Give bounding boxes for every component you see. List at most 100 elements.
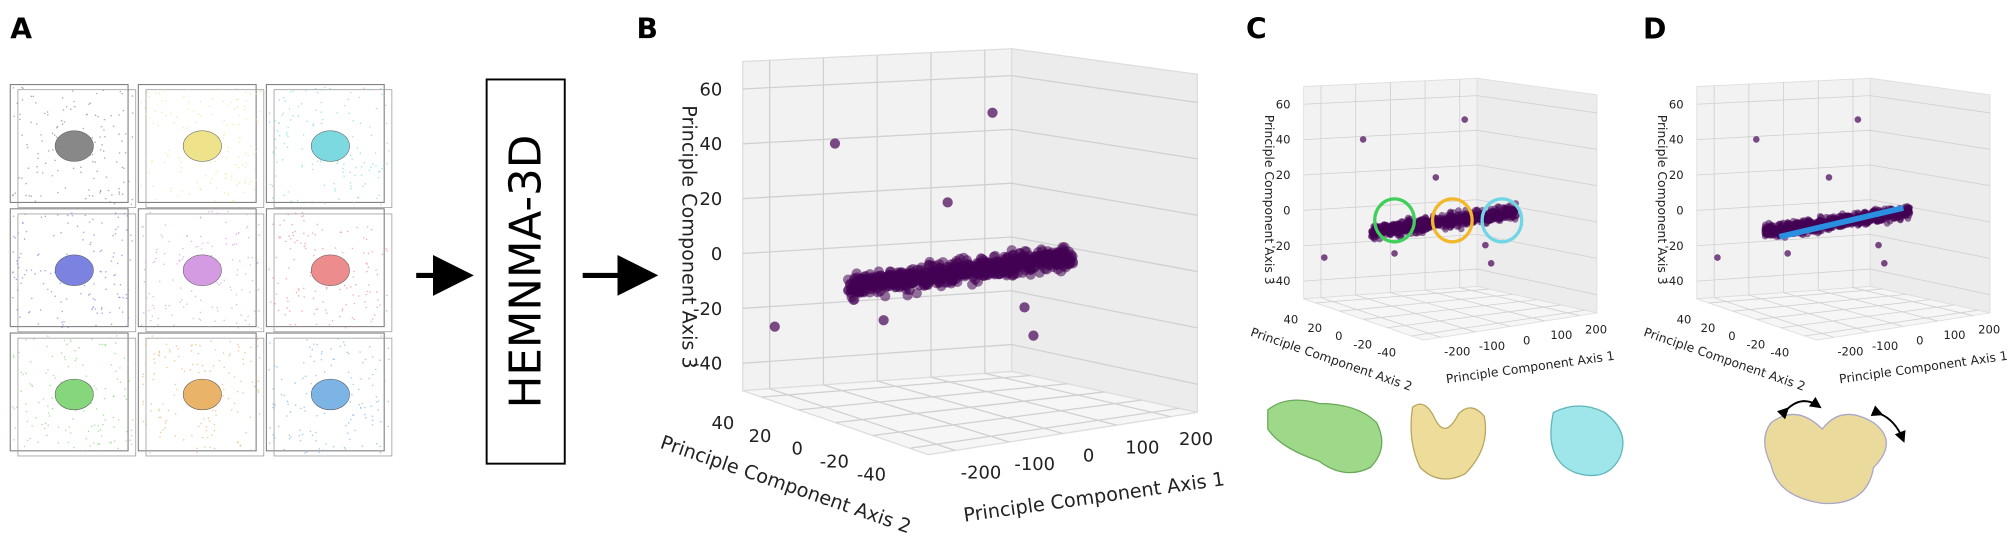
noise xyxy=(85,437,88,440)
noise xyxy=(320,101,323,104)
noise xyxy=(223,388,225,391)
noise xyxy=(296,239,298,242)
noise xyxy=(211,306,214,308)
noise xyxy=(12,193,14,196)
noise xyxy=(381,253,384,256)
noise xyxy=(103,397,106,400)
axis-label: Principle Component Axis 1 xyxy=(1445,349,1615,387)
scatter-point xyxy=(1764,230,1772,237)
scatter-point xyxy=(862,275,873,286)
noise xyxy=(16,263,19,265)
noise xyxy=(37,152,39,155)
noise xyxy=(315,109,317,111)
noise xyxy=(44,422,47,425)
noise xyxy=(294,212,297,214)
noise xyxy=(255,119,257,121)
noise xyxy=(242,358,244,361)
noise xyxy=(129,439,131,441)
noise xyxy=(204,446,206,448)
noise xyxy=(153,372,156,375)
noise xyxy=(35,123,38,125)
scatter-point xyxy=(958,252,969,264)
noise xyxy=(14,192,17,194)
noise xyxy=(89,293,91,295)
noise xyxy=(371,415,374,417)
noise xyxy=(385,122,388,125)
noise xyxy=(171,314,173,316)
noise xyxy=(18,256,21,259)
noise xyxy=(214,160,217,163)
noise xyxy=(127,363,129,366)
noise xyxy=(190,290,193,292)
noise xyxy=(218,359,221,362)
noise xyxy=(180,161,182,163)
noise xyxy=(118,114,120,116)
noise xyxy=(361,402,364,405)
noise xyxy=(90,425,93,428)
noise xyxy=(312,297,315,299)
noise xyxy=(289,411,292,413)
noise xyxy=(354,283,357,286)
noise xyxy=(13,408,16,410)
axis-label: Principle Component Axis 1 xyxy=(1838,349,2008,387)
z-tick-label: 20 xyxy=(1669,168,1684,182)
noise xyxy=(324,309,327,311)
noise xyxy=(196,447,198,450)
noise xyxy=(145,297,148,299)
noise xyxy=(124,152,127,154)
noise xyxy=(238,123,240,126)
scatter-point xyxy=(919,275,930,286)
grid-line xyxy=(1852,287,1973,316)
noise xyxy=(57,426,60,428)
noise xyxy=(225,221,227,224)
noise xyxy=(371,419,374,421)
scatter-point xyxy=(1041,264,1052,275)
noise xyxy=(118,187,120,190)
noise xyxy=(104,343,106,346)
noise xyxy=(376,197,378,200)
noise xyxy=(116,378,119,380)
noise xyxy=(301,310,303,312)
noise xyxy=(70,108,72,110)
noise xyxy=(364,358,367,361)
axis1-tick-label: 200 xyxy=(1585,323,1607,337)
noise xyxy=(357,196,359,199)
noise xyxy=(91,308,93,311)
noise xyxy=(237,327,239,329)
noise xyxy=(199,319,202,321)
noise xyxy=(86,113,88,116)
axis1-tick-label: 200 xyxy=(1179,429,1213,450)
noise xyxy=(117,447,119,450)
noise xyxy=(271,197,274,199)
noise xyxy=(236,106,239,109)
z-tick-label: 60 xyxy=(1276,97,1291,111)
noise xyxy=(119,381,122,384)
noise xyxy=(324,86,326,89)
noise xyxy=(102,414,105,416)
noise xyxy=(245,152,247,155)
noise xyxy=(244,319,247,322)
noise xyxy=(220,282,222,284)
noise xyxy=(13,439,15,441)
z-tick-label: -40 xyxy=(693,354,722,375)
noise xyxy=(73,446,75,449)
scatter-point xyxy=(1368,229,1375,236)
noise xyxy=(356,226,358,229)
noise xyxy=(124,388,126,390)
noise xyxy=(387,400,390,403)
noise xyxy=(47,369,49,371)
noise xyxy=(287,135,289,138)
noise xyxy=(22,87,24,90)
noise xyxy=(278,237,281,239)
noise xyxy=(321,229,324,231)
noise xyxy=(131,95,134,97)
noise xyxy=(97,443,99,446)
noise xyxy=(210,340,213,342)
noise xyxy=(52,374,55,377)
noise xyxy=(321,89,323,91)
noise xyxy=(19,316,21,318)
noise xyxy=(352,294,354,296)
method-box xyxy=(485,78,566,465)
scatter-point xyxy=(930,260,941,271)
scatter-point xyxy=(932,272,944,284)
